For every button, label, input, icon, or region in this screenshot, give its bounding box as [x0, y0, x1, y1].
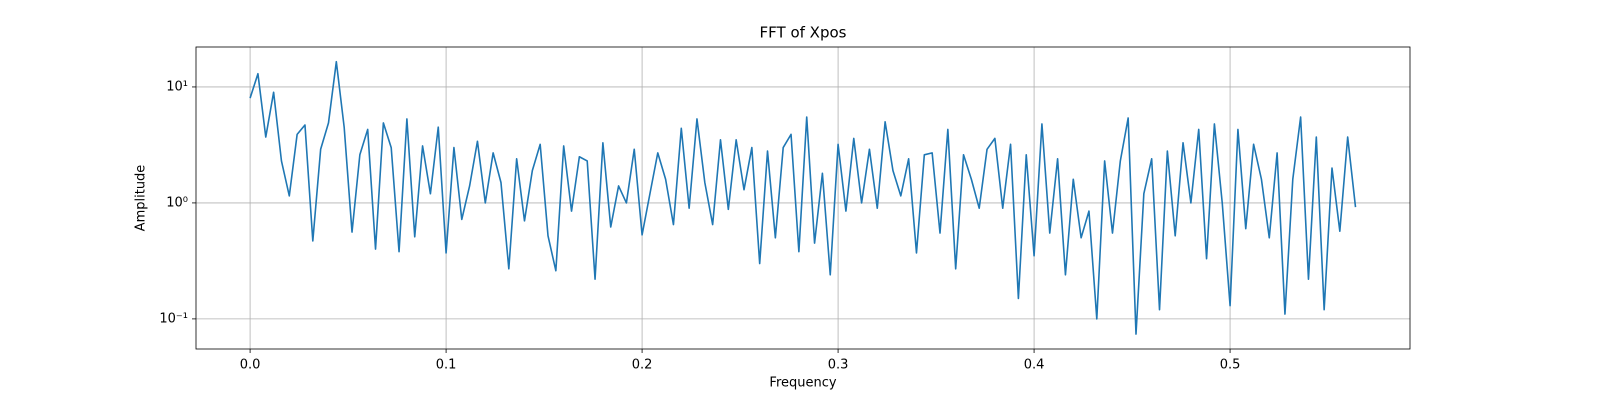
x-tick-label: 0.3: [828, 358, 849, 373]
chart-title: FFT of Xpos: [760, 24, 847, 42]
y-tick-label: 10¹: [166, 79, 188, 94]
data-line: [249, 60, 1357, 335]
x-tick-label: 0.0: [240, 358, 261, 373]
x-tick-label: 0.4: [1024, 358, 1045, 373]
plot-frame: [195, 46, 1411, 350]
y-tick-label: 10⁻¹: [159, 311, 188, 326]
x-axis-label: Frequency: [769, 376, 836, 391]
x-tick-label: 0.1: [436, 358, 457, 373]
y-tick-label: 10⁰: [166, 195, 188, 210]
y-axis-label: Amplitude: [134, 165, 149, 232]
x-tick-label: 0.2: [632, 358, 653, 373]
x-tick-label: 0.5: [1220, 358, 1241, 373]
